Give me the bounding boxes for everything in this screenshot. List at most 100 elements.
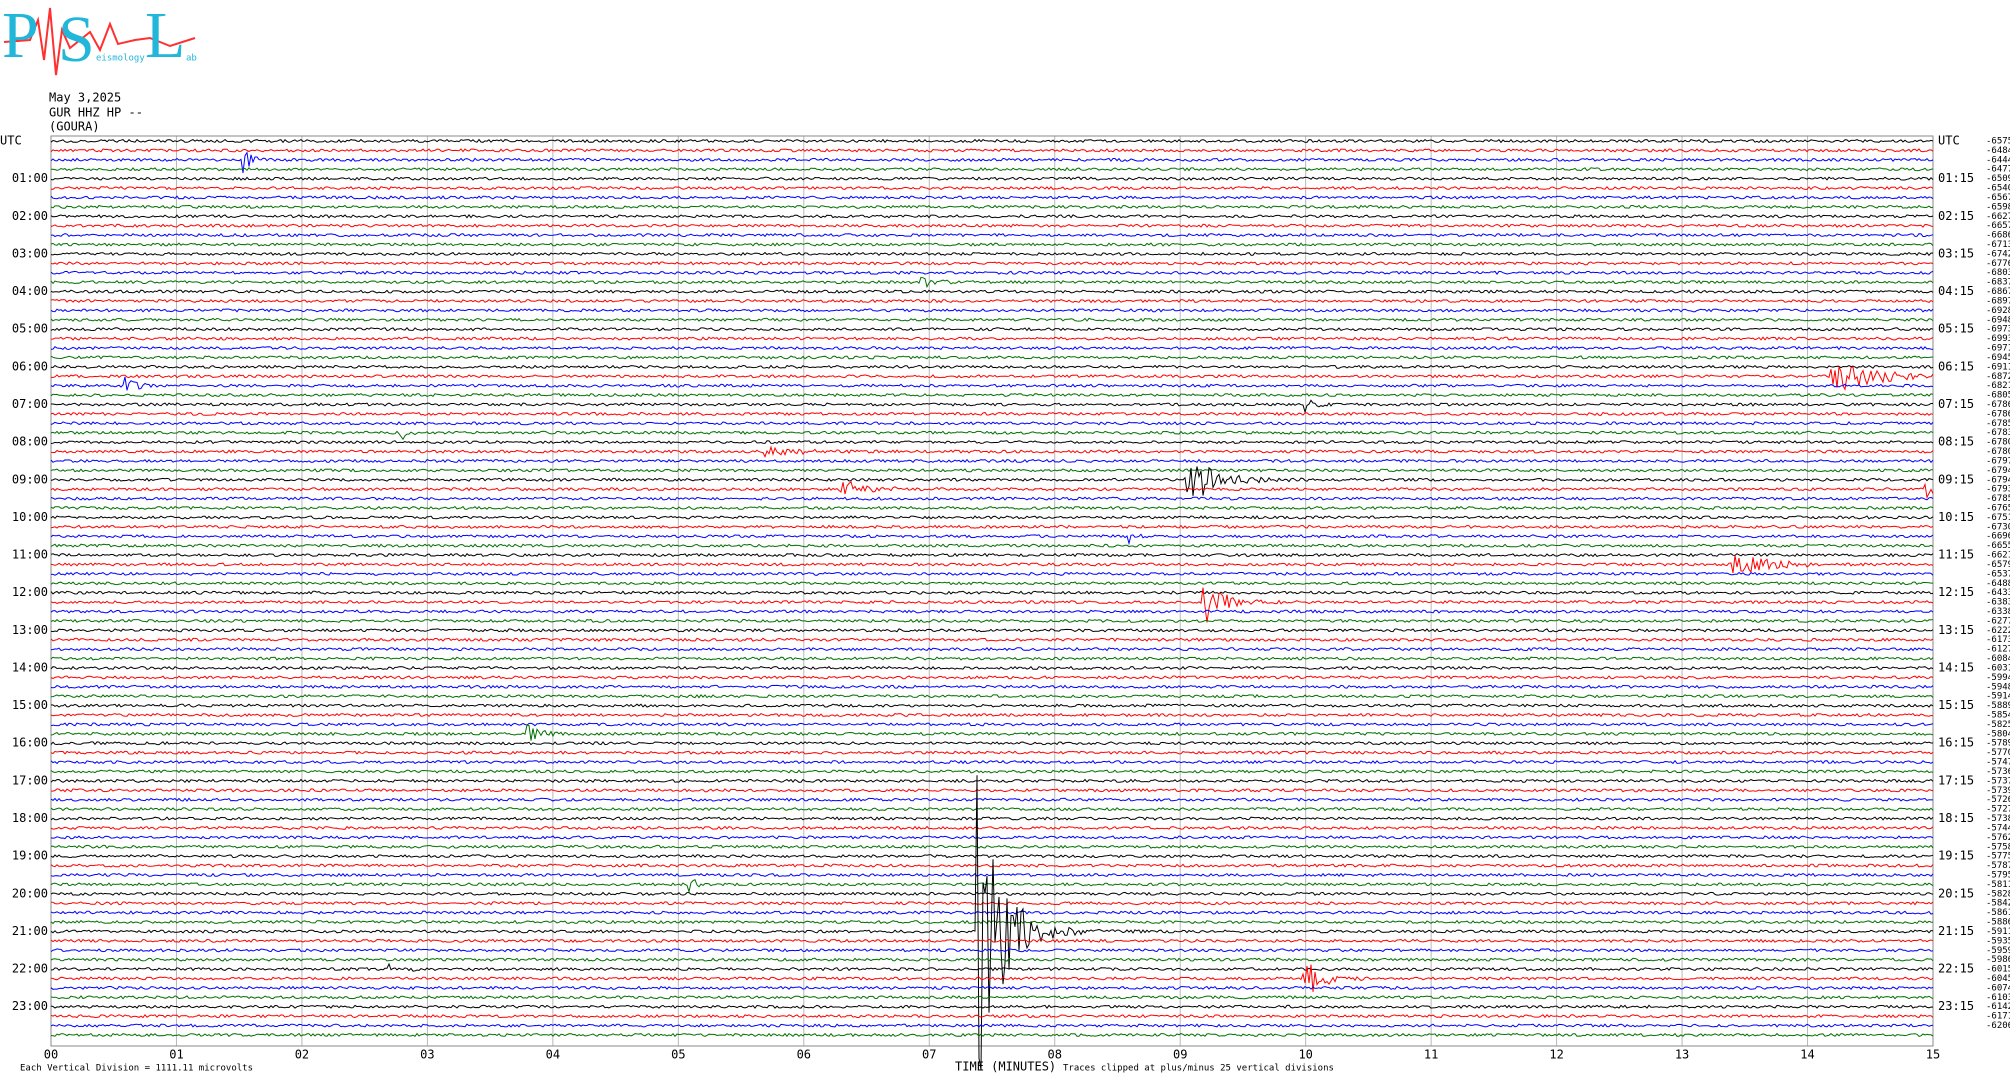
hour-label: 19:00 — [12, 849, 48, 863]
clip-note: Traces clipped at plus/minus 25 vertical… — [1063, 1064, 1334, 1074]
offset-label: -5747 — [1986, 758, 2010, 768]
offset-label: -6537 — [1986, 569, 2010, 579]
offset-label: -5795 — [1986, 870, 2010, 880]
plot-frame — [50, 135, 1934, 1047]
trace — [50, 835, 1934, 840]
trace — [50, 919, 1934, 925]
trace — [50, 251, 1934, 257]
trace — [50, 445, 1934, 458]
hour-label-right: 17:15 — [1938, 773, 1974, 787]
trace — [50, 176, 1934, 181]
offset-label: -6277 — [1986, 616, 2010, 626]
trace — [50, 712, 1934, 718]
trace — [50, 392, 1934, 398]
x-axis-title: TIME (MINUTES) — [955, 1060, 1056, 1074]
hour-label: 02:00 — [12, 209, 48, 223]
offset-label: -6433 — [1986, 588, 2010, 598]
offset-label: -6579 — [1986, 560, 2010, 570]
trace — [50, 421, 1934, 426]
trace — [50, 232, 1934, 238]
station-name: (GOURA) — [49, 120, 100, 134]
trace — [50, 1032, 1934, 1038]
hour-label-right: 02:15 — [1938, 209, 1974, 223]
offset-label: -5911 — [1986, 927, 2010, 937]
offset-label: -6803 — [1986, 268, 2010, 278]
offset-label: -5914 — [1986, 692, 2010, 702]
offset-label: -5726 — [1986, 795, 2010, 805]
trace — [50, 872, 1934, 878]
trace — [50, 656, 1934, 661]
offset-label: -6786 — [1986, 400, 2010, 410]
offset-label: -6867 — [1986, 287, 2010, 297]
x-tick-label: 12 — [1549, 1048, 1563, 1062]
trace — [50, 524, 1934, 529]
trace — [50, 769, 1934, 774]
trace — [50, 364, 1934, 391]
offset-label: -6993 — [1986, 334, 2010, 344]
trace — [50, 1023, 1934, 1028]
trace — [50, 957, 1934, 962]
hour-label: 14:00 — [12, 660, 48, 674]
trace — [50, 430, 1934, 441]
trace — [50, 223, 1934, 228]
trace — [50, 555, 1934, 574]
offset-label: -6621 — [1986, 551, 2010, 561]
offset-label: -5787 — [1986, 861, 2010, 871]
trace — [51, 399, 1933, 414]
offset-label: -5886 — [1986, 918, 2010, 928]
x-tick-label: 01 — [169, 1048, 183, 1062]
offset-label: -6031 — [1986, 663, 2010, 673]
trace — [50, 195, 1934, 200]
offset-label: -6084 — [1986, 654, 2010, 664]
trace — [50, 703, 1934, 708]
logo-text: eismology — [96, 54, 145, 64]
hour-label-right: UTC — [1938, 134, 1960, 148]
logo-letter: L — [145, 0, 185, 72]
hour-label-right: 19:15 — [1938, 849, 1974, 863]
hour-label: 05:00 — [12, 322, 48, 336]
hour-label: 12:00 — [12, 585, 48, 599]
offset-label: -5737 — [1986, 776, 2010, 786]
hour-label: 15:00 — [12, 698, 48, 712]
offset-label: -5744 — [1986, 823, 2010, 833]
x-tick-label: 10 — [1298, 1048, 1312, 1062]
trace — [50, 964, 1934, 992]
trace — [50, 778, 1934, 784]
trace — [50, 816, 1934, 821]
trace — [50, 759, 1934, 765]
station: GUR HHZ HP -- — [49, 106, 143, 120]
trace — [50, 505, 1934, 511]
trace — [50, 962, 1934, 972]
hour-label: 08:00 — [12, 435, 48, 449]
offset-label: -6484 — [1986, 146, 2010, 156]
trace — [51, 336, 1934, 341]
offset-label: -6837 — [1986, 278, 2010, 288]
offset-label: -6805 — [1986, 391, 2010, 401]
offset-label: -6785 — [1986, 419, 2010, 429]
offset-label: -6655 — [1986, 541, 2010, 551]
offset-label: -6171 — [1986, 1012, 2010, 1022]
trace — [50, 261, 1934, 266]
hour-label-right: 07:15 — [1938, 397, 1974, 411]
hour-label: 04:00 — [12, 284, 48, 298]
trace — [50, 609, 1934, 614]
hour-label-right: 11:15 — [1938, 548, 1974, 562]
offset-label: -5738 — [1986, 814, 2010, 824]
trace — [50, 618, 1934, 624]
trace — [50, 552, 1934, 558]
offset-label: -6444 — [1986, 155, 2010, 165]
trace — [50, 148, 1934, 153]
x-tick-label: 15 — [1926, 1048, 1940, 1062]
trace — [50, 571, 1934, 576]
offset-label: -6872 — [1986, 372, 2010, 382]
offset-label: -5804 — [1986, 729, 2010, 739]
trace — [50, 684, 1934, 689]
hour-label: 06:00 — [12, 359, 48, 373]
offset-label: -5959 — [1986, 946, 2010, 956]
x-tick-label: 03 — [420, 1048, 434, 1062]
trace — [50, 138, 1934, 144]
offset-label: -6686 — [1986, 231, 2010, 241]
trace — [50, 166, 1934, 172]
trace — [50, 646, 1934, 652]
x-tick-label: 07 — [922, 1048, 936, 1062]
